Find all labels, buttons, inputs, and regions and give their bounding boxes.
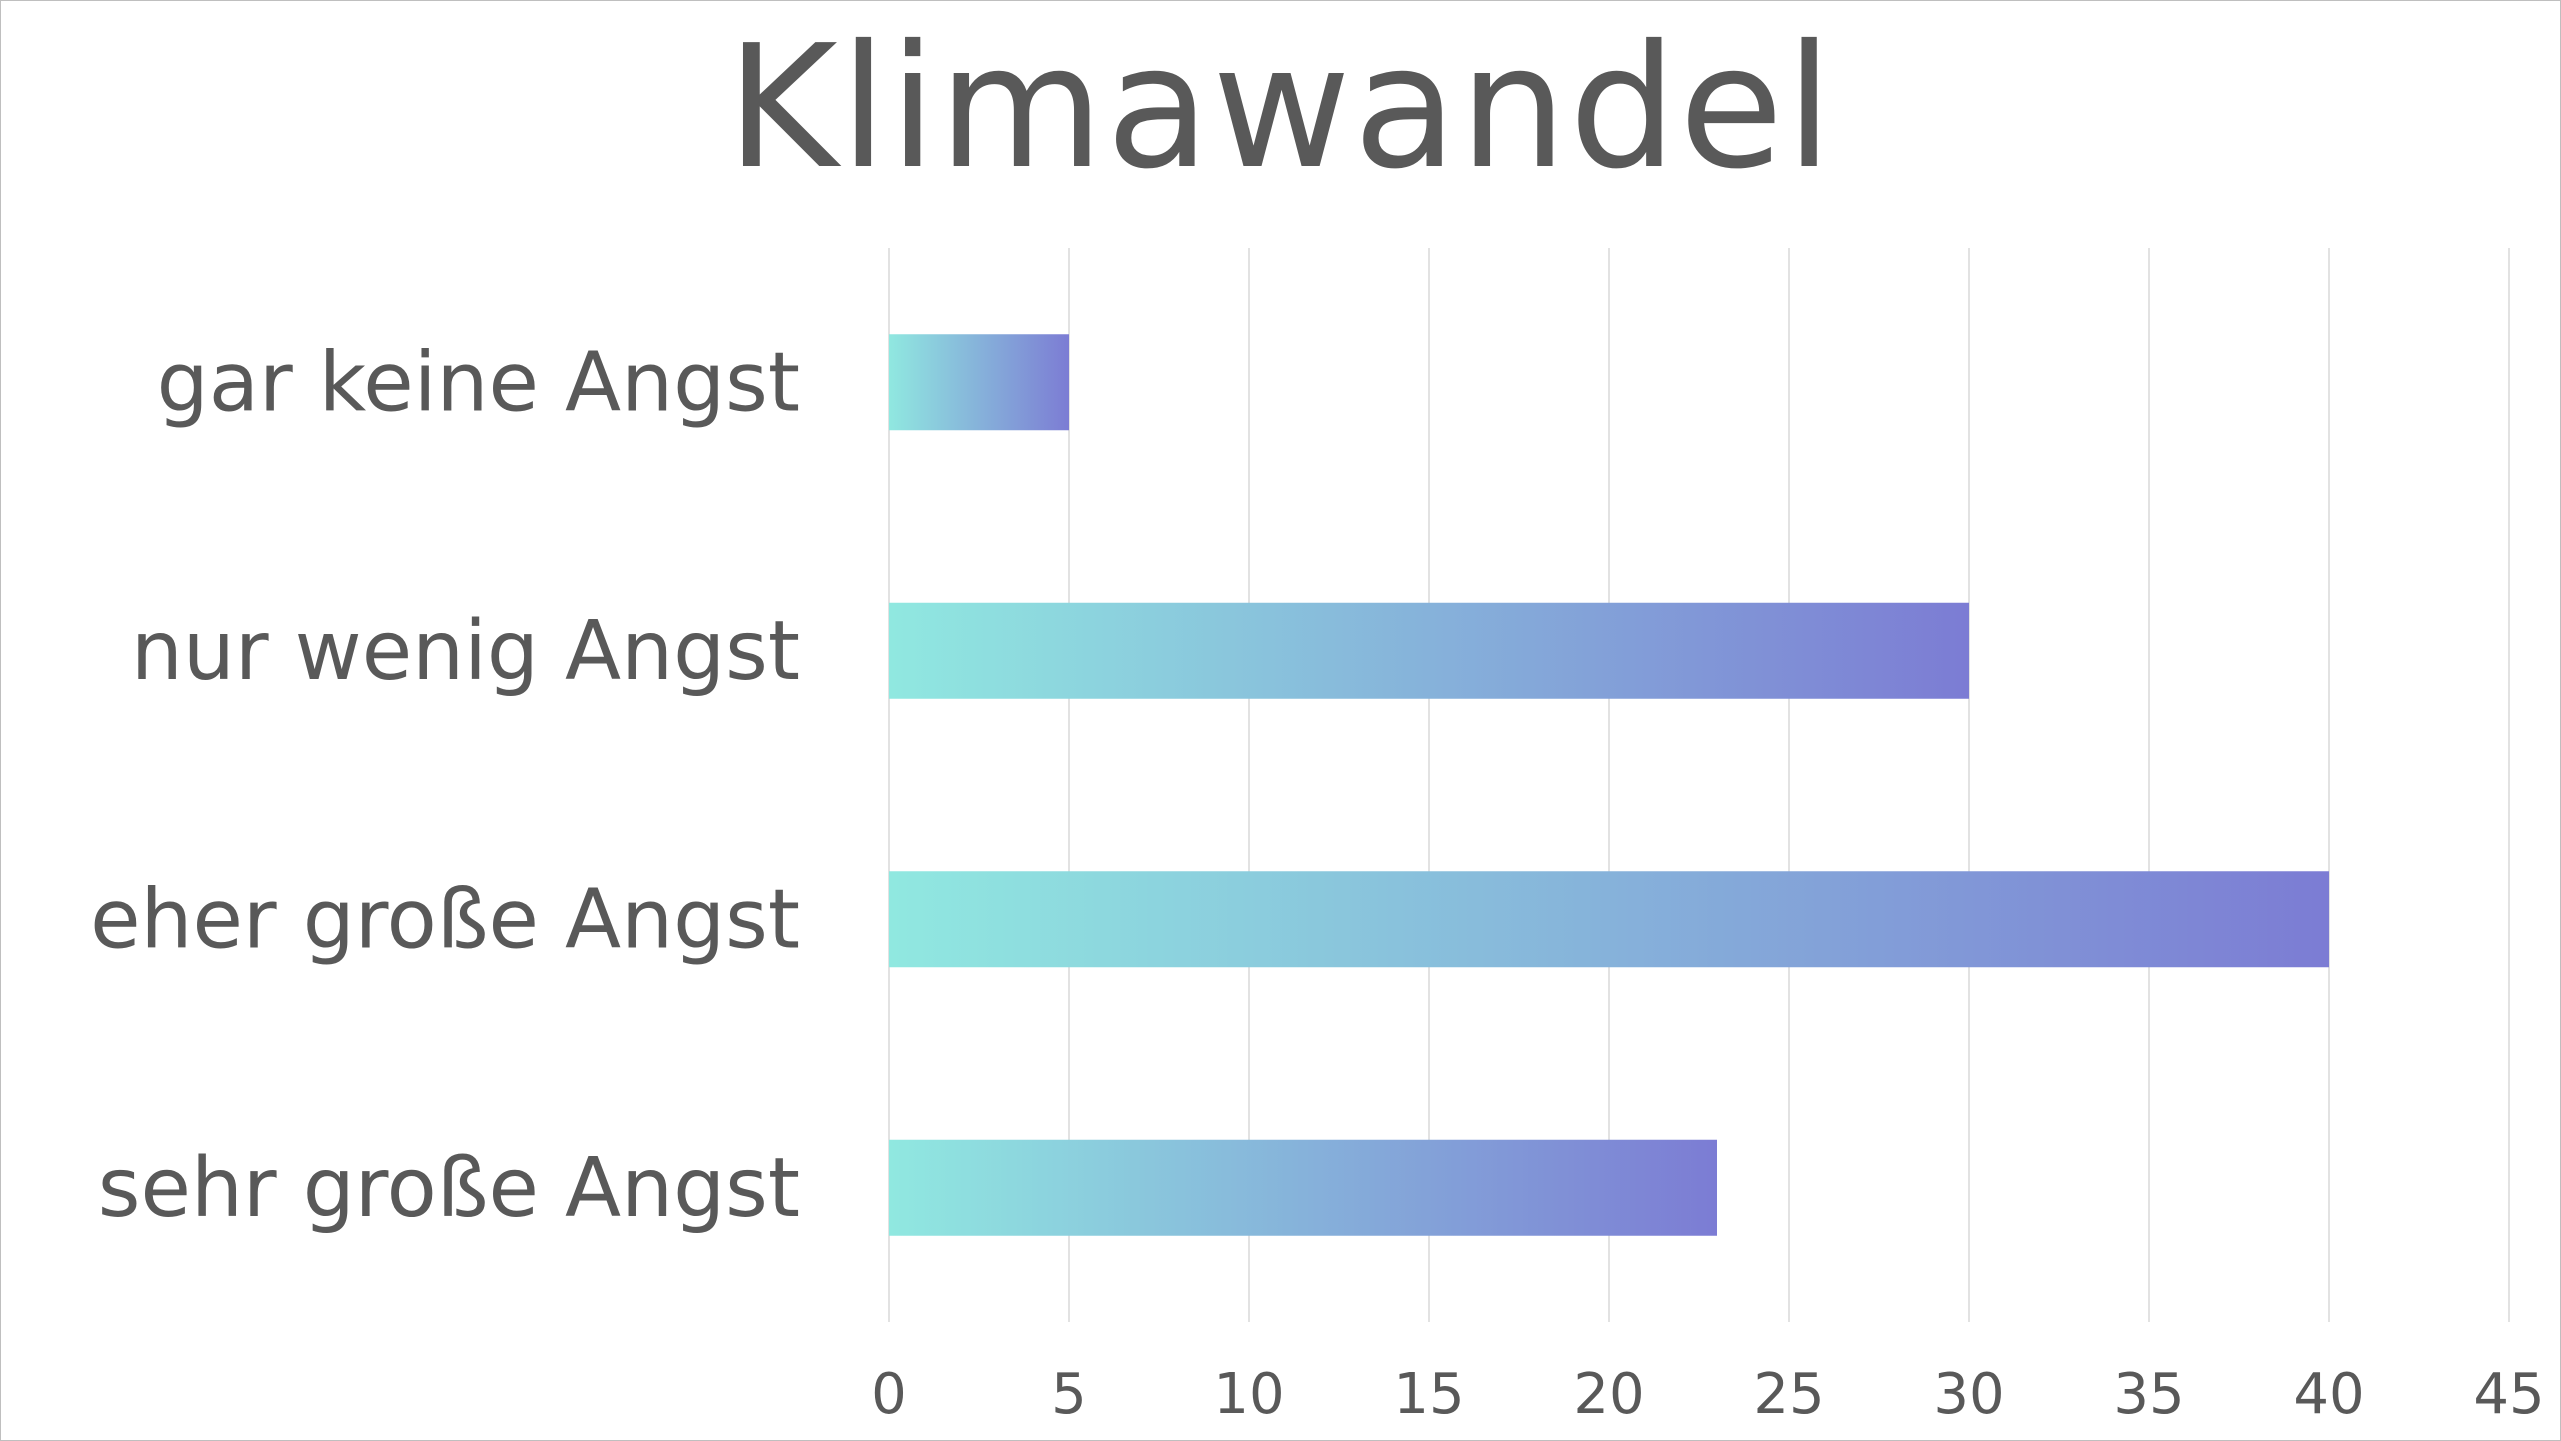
x-tick-labels: 0 5 10 15 20 25 30 35 40 45: [871, 1362, 2544, 1427]
category-labels: gar keine Angst nur wenig Angst eher große…: [90, 335, 800, 1236]
x-tick-label: 35: [2113, 1362, 2184, 1427]
category-label: nur wenig Angst: [131, 604, 800, 699]
bar-4: [889, 1139, 1717, 1236]
x-tick-label: 45: [2473, 1362, 2544, 1427]
category-label: eher große Angst: [90, 872, 800, 967]
x-tick-label: 15: [1393, 1362, 1464, 1427]
category-label: sehr große Angst: [98, 1141, 800, 1236]
x-tick-label: 25: [1753, 1362, 1824, 1427]
x-tick-label: 20: [1573, 1362, 1644, 1427]
bar-2: [889, 602, 1969, 699]
x-tick-label: 5: [1051, 1362, 1087, 1427]
chart-title: Klimawandel: [726, 9, 1835, 207]
x-tick-label: 40: [2293, 1362, 2364, 1427]
x-tick-label: 0: [871, 1362, 907, 1427]
bar-3: [889, 871, 2329, 968]
bars: [889, 334, 2329, 1236]
bar-1: [889, 334, 1069, 431]
x-tick-label: 30: [1933, 1362, 2004, 1427]
category-label: gar keine Angst: [157, 335, 800, 430]
x-tick-label: 10: [1213, 1362, 1284, 1427]
